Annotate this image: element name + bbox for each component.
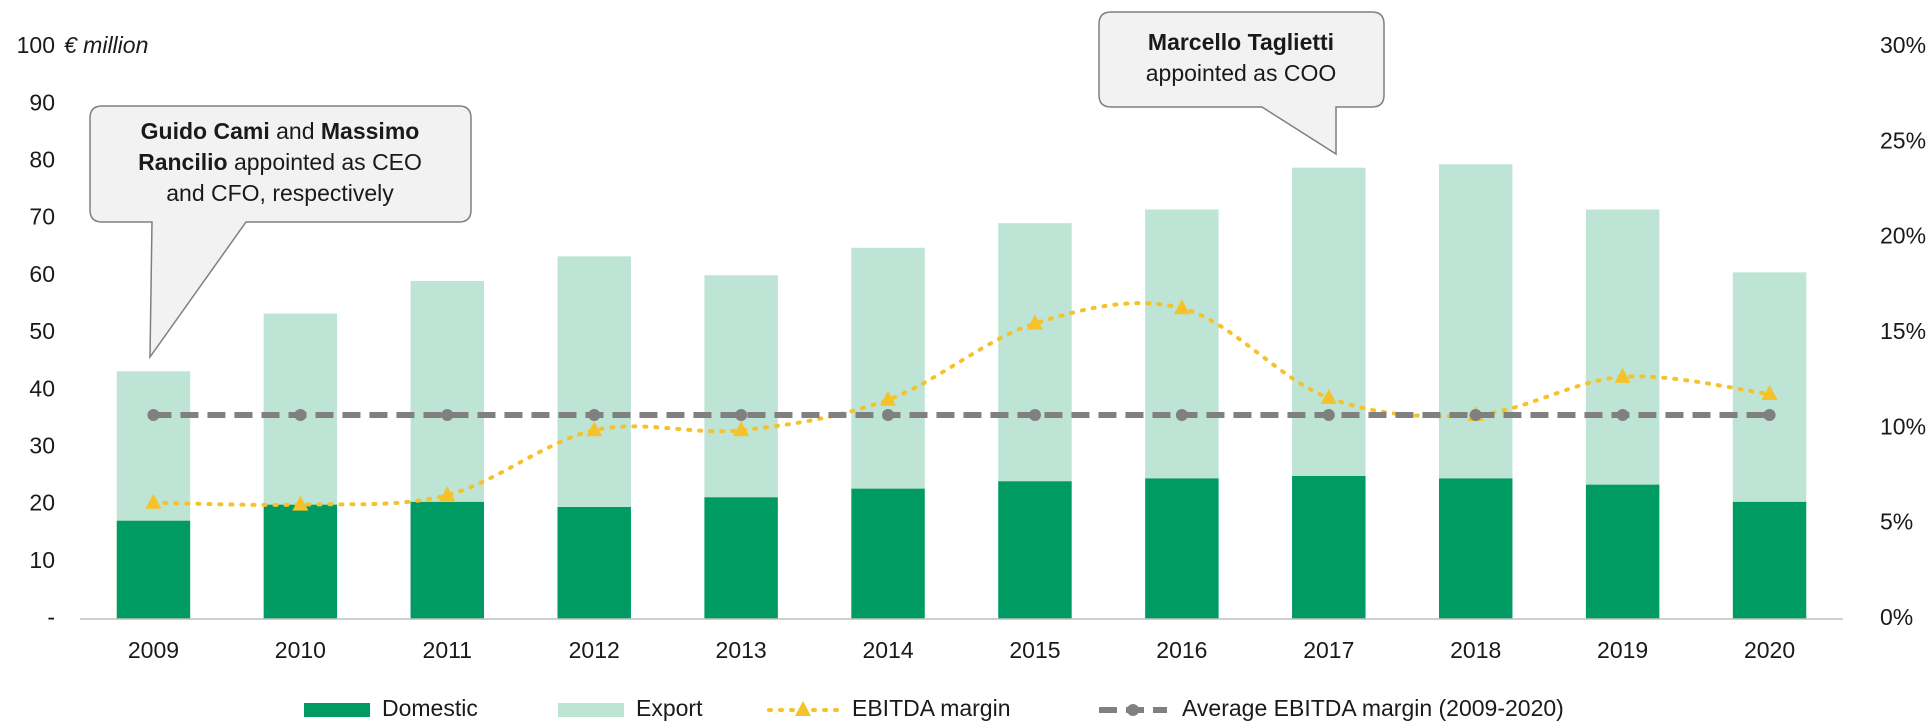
- bar: [557, 256, 631, 507]
- y-tick-label: 60: [29, 261, 55, 287]
- x-tick-label: 2019: [1597, 637, 1648, 663]
- y2-tick-label: 15%: [1880, 318, 1926, 344]
- line-marker: [586, 421, 603, 437]
- line-marker: [1614, 367, 1631, 383]
- y2-tick-label: 0%: [1880, 604, 1913, 630]
- y-axis-label: € million: [64, 32, 148, 58]
- bar: [704, 275, 778, 498]
- line-marker: [294, 408, 307, 421]
- y-tick-label: 20: [29, 490, 55, 516]
- y-tick-label: -: [47, 604, 55, 630]
- annotation-text: Guido Cami: [141, 118, 270, 144]
- y-tick-label: 30: [29, 432, 55, 458]
- y-tick-label: 40: [29, 375, 55, 401]
- y-tick-label: 50: [29, 318, 55, 344]
- line-marker: [1173, 299, 1190, 315]
- legend-swatch: [558, 703, 624, 717]
- y-tick-label: 80: [29, 146, 55, 172]
- bar: [1438, 478, 1513, 619]
- legend-label: Average EBITDA margin (2009-2020): [1182, 695, 1564, 721]
- x-tick-label: 2014: [862, 637, 913, 663]
- x-tick-label: 2017: [1303, 637, 1354, 663]
- line-series: [151, 301, 1772, 507]
- annotation-text: and: [270, 118, 321, 144]
- line-marker: [292, 495, 309, 511]
- x-tick-label: 2016: [1156, 637, 1207, 663]
- callout-box: [1098, 11, 1385, 156]
- bar: [557, 506, 631, 619]
- x-tick-label: 2009: [128, 637, 179, 663]
- x-tick-label: 2010: [275, 637, 326, 663]
- line-marker: [441, 408, 454, 421]
- bar: [116, 520, 191, 619]
- bar: [1438, 164, 1513, 479]
- bar: [410, 280, 485, 502]
- bar: [1292, 476, 1366, 619]
- bar: [410, 501, 485, 619]
- line-marker: [1026, 314, 1043, 330]
- line-marker: [733, 421, 750, 437]
- line-marker: [147, 408, 160, 421]
- bar: [1585, 209, 1660, 485]
- annotation-text: Massimo: [321, 118, 419, 144]
- bar: [704, 497, 778, 619]
- line-marker: [1127, 704, 1139, 716]
- annotation: Guido Cami and Massimo Rancilio appointed…: [138, 118, 422, 206]
- annotation-text: appointed as CEO: [228, 149, 422, 175]
- x-tick-label: 2020: [1744, 637, 1795, 663]
- line-marker: [735, 408, 748, 421]
- bar: [263, 504, 338, 619]
- y2-tick-label: 30%: [1880, 32, 1926, 58]
- line-marker: [588, 408, 601, 421]
- y-tick-label: 10: [29, 547, 55, 573]
- legend-label: Export: [636, 695, 703, 721]
- line-marker: [1761, 385, 1778, 401]
- line-marker: [1028, 408, 1041, 421]
- line-marker: [1763, 408, 1776, 421]
- bar: [851, 247, 925, 489]
- y-tick-label: 70: [29, 204, 55, 230]
- line-marker: [1616, 408, 1629, 421]
- line-marker: [1322, 408, 1335, 421]
- annotation-text: and CFO, respectively: [166, 180, 394, 206]
- bar: [851, 488, 925, 619]
- x-tick-label: 2013: [716, 637, 767, 663]
- y2-tick-label: 20%: [1880, 223, 1926, 249]
- line-marker: [795, 701, 811, 716]
- bar: [998, 223, 1072, 482]
- line-marker: [145, 493, 162, 509]
- bar: [1585, 484, 1660, 619]
- y-tick-label: 100: [17, 32, 55, 58]
- x-tick-label: 2015: [1009, 637, 1060, 663]
- line-marker: [1469, 408, 1482, 421]
- line-marker: [1320, 388, 1337, 404]
- x-tick-label: 2012: [569, 637, 620, 663]
- annotation-text: appointed as COO: [1146, 60, 1337, 86]
- line-marker: [882, 408, 895, 421]
- line-marker: [880, 390, 897, 406]
- annotation-text: Marcello Taglietti: [1148, 29, 1334, 55]
- annotation-text: Rancilio: [138, 149, 227, 175]
- legend-label: EBITDA margin: [852, 695, 1011, 721]
- bar: [1292, 167, 1366, 476]
- bar: [1145, 478, 1219, 619]
- bar: [998, 481, 1072, 619]
- line-marker: [439, 486, 456, 502]
- x-tick-label: 2018: [1450, 637, 1501, 663]
- y2-tick-label: 10%: [1880, 413, 1926, 439]
- y2-tick-label: 25%: [1880, 127, 1926, 153]
- callout-box: [89, 105, 472, 360]
- y-tick-label: 90: [29, 89, 55, 115]
- bar: [1145, 209, 1219, 479]
- bar: [1732, 501, 1807, 619]
- annotation: Marcello Taglietti appointed as COO: [1146, 29, 1337, 86]
- legend-label: Domestic: [382, 695, 478, 721]
- legend-swatch: [304, 703, 370, 717]
- line-marker: [1175, 408, 1188, 421]
- y2-tick-label: 5%: [1880, 509, 1913, 535]
- x-tick-label: 2011: [423, 637, 472, 663]
